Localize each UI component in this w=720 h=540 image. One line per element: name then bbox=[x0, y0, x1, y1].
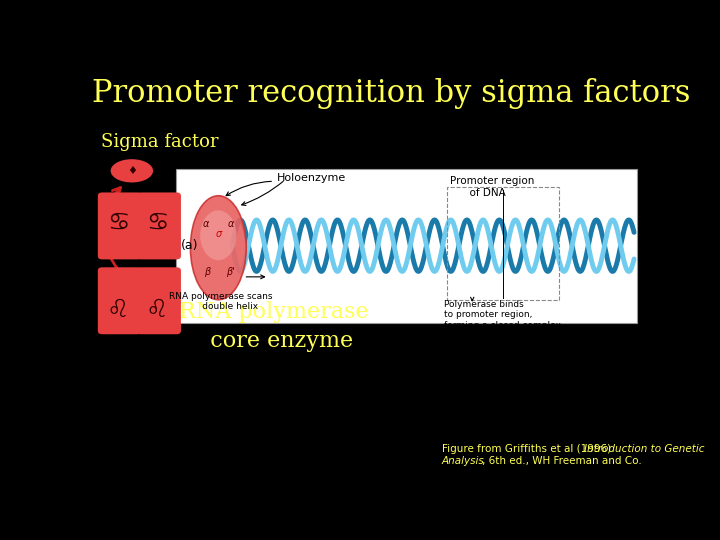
Text: Introduction to Genetic: Introduction to Genetic bbox=[584, 444, 704, 455]
FancyBboxPatch shape bbox=[98, 267, 142, 334]
Text: α: α bbox=[203, 219, 210, 228]
FancyArrowPatch shape bbox=[242, 181, 283, 205]
FancyArrowPatch shape bbox=[226, 181, 271, 195]
Ellipse shape bbox=[111, 159, 153, 183]
Text: ♦: ♦ bbox=[127, 166, 137, 176]
Text: Polymerase binds
to promoter region,
forming a closed complex: Polymerase binds to promoter region, for… bbox=[444, 300, 562, 329]
Text: RNA polymerase scans
      double helix: RNA polymerase scans double helix bbox=[169, 292, 273, 311]
FancyArrowPatch shape bbox=[102, 187, 120, 271]
Text: Promoter recognition by sigma factors: Promoter recognition by sigma factors bbox=[92, 78, 690, 110]
Text: α: α bbox=[228, 219, 234, 228]
FancyBboxPatch shape bbox=[98, 192, 142, 259]
FancyBboxPatch shape bbox=[137, 267, 181, 334]
Ellipse shape bbox=[190, 196, 246, 300]
Text: Promoter region
      of DNA: Promoter region of DNA bbox=[450, 176, 534, 198]
Text: RNA polymerase
  core enzyme: RNA polymerase core enzyme bbox=[179, 301, 369, 352]
Text: Analysis: Analysis bbox=[441, 456, 485, 466]
Text: , 6th ed., WH Freeman and Co.: , 6th ed., WH Freeman and Co. bbox=[482, 456, 642, 466]
FancyBboxPatch shape bbox=[137, 192, 181, 259]
Text: σ: σ bbox=[215, 230, 222, 239]
Text: ♌: ♌ bbox=[146, 298, 168, 322]
Ellipse shape bbox=[200, 211, 236, 260]
Text: Holoenzyme: Holoenzyme bbox=[277, 173, 346, 183]
FancyArrowPatch shape bbox=[246, 275, 264, 279]
FancyBboxPatch shape bbox=[176, 168, 637, 322]
Text: β: β bbox=[204, 267, 210, 277]
Text: ♋: ♋ bbox=[107, 211, 130, 235]
FancyArrowPatch shape bbox=[471, 297, 474, 301]
Text: β': β' bbox=[226, 267, 235, 277]
Text: ♋: ♋ bbox=[146, 211, 168, 235]
Text: ♌: ♌ bbox=[107, 298, 130, 322]
Text: Figure from Griffiths et al (1996): Figure from Griffiths et al (1996) bbox=[441, 444, 614, 455]
Text: Sigma factor: Sigma factor bbox=[101, 133, 219, 151]
Text: (a): (a) bbox=[181, 239, 199, 252]
